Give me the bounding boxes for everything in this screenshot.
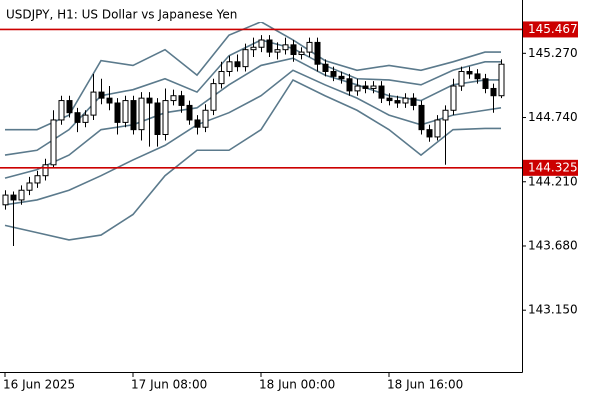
band-line [4,78,501,241]
candle-body [202,109,209,128]
candle-body [130,100,137,131]
candle-body [458,70,465,87]
candle-body [378,85,385,99]
candle-body [146,97,153,104]
candle-body [42,164,49,177]
candle-body [234,61,241,68]
x-tick-label: 16 Jun 2025 [3,378,75,392]
candle-body [250,46,257,51]
candle-body [490,87,497,97]
candle-body [282,44,289,51]
candle-body [114,102,121,123]
candle-body [122,100,129,123]
candle-body [50,119,57,166]
candle-body [474,73,481,80]
x-tick-label: 17 Jun 08:00 [131,378,207,392]
candle-body [210,83,217,111]
candle-body [258,39,265,48]
candle-body [10,194,17,201]
candle-body [242,49,249,68]
candle-body [34,175,41,184]
candle-body [346,78,353,92]
candle-body [482,78,489,89]
y-tick-label: 143.680 [528,238,578,252]
candle-body [450,85,457,111]
y-tick-label: 143.150 [528,303,578,317]
chart-title: USDJPY, H1: US Dollar vs Japanese Yen [6,8,237,22]
y-tick-label: 144.740 [528,110,578,124]
candle-body [18,189,25,201]
candle-body [170,95,177,102]
candle-body [338,75,345,80]
candle-body [354,85,361,92]
candle-body [290,44,297,56]
candle-body [82,114,89,123]
level-label-bg [523,159,578,176]
candle-body [90,91,97,116]
candle-body [426,129,433,138]
candle-body [162,100,169,136]
candle-body [2,194,9,206]
candle-body [330,70,337,77]
candle-body [298,51,305,56]
candle-body [154,102,161,136]
candle-body [442,109,449,121]
candle-body [274,49,281,53]
title-bg [3,6,265,22]
candle-body [306,41,313,53]
candle-body [98,91,105,99]
candle-body [418,104,425,131]
candle-body [186,104,193,121]
band-line [4,57,501,179]
candle-body [322,63,329,72]
y-tick-label: 144.210 [528,174,578,188]
candle-body [410,97,417,106]
candle-body [26,182,33,191]
band-line [4,69,502,206]
candle-body [218,70,225,85]
candle-body [314,41,321,65]
x-tick-label: 18 Jun 16:00 [387,378,463,392]
candle-body [370,85,377,89]
candle-body [362,85,369,89]
candle-body [394,100,401,104]
candle-body [402,97,409,104]
candle-body [74,112,81,123]
candle-body [386,97,393,102]
candle-body [434,119,441,138]
candle-body [58,100,65,121]
candle-body [106,97,113,104]
candle-body [226,61,233,72]
y-tick-label: 145.270 [528,46,578,60]
level-label: 144.325 [528,160,578,174]
candle-body [178,95,185,106]
level-label-bg [523,21,578,38]
candle-body [138,97,145,131]
plot-area [2,20,505,246]
candle-body [66,100,73,114]
candle-body [498,63,505,97]
candle-body [194,119,201,128]
candle-body [466,70,473,75]
candle-body [266,39,273,53]
x-tick-label: 18 Jun 00:00 [259,378,335,392]
level-label: 145.467 [528,22,578,36]
